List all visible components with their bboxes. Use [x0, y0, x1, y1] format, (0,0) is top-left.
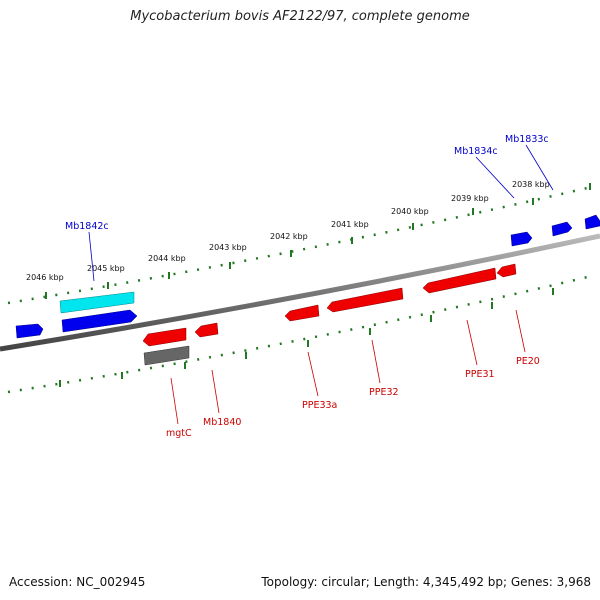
topology-label: Topology: circular; Length: 4,345,492 bp…: [261, 575, 591, 589]
tick-label: 2040 kbp: [391, 207, 429, 216]
tick-label: 2044 kbp: [148, 254, 186, 263]
tick-label: 2043 kbp: [209, 243, 247, 252]
gene-arrow[interactable]: [496, 263, 517, 278]
gene-arrow[interactable]: [422, 267, 497, 294]
gene-label[interactable]: Mb1834c: [454, 146, 498, 157]
gene-label[interactable]: Mb1840: [203, 417, 241, 428]
tick-label: 2042 kbp: [270, 232, 308, 241]
callout-lines-red: [170, 309, 526, 425]
genome-backbone: [0, 233, 600, 352]
gene-label[interactable]: PPE32: [369, 387, 399, 398]
callout-lines-blue: [88, 144, 554, 282]
gene-arrow[interactable]: [15, 323, 44, 339]
gene-arrow[interactable]: [194, 322, 219, 338]
forward-genes: [15, 214, 600, 339]
gene-arrow[interactable]: [510, 231, 533, 247]
forward-ruler: [7, 184, 597, 305]
tick-label: 2041 kbp: [331, 220, 369, 229]
gene-arrow[interactable]: [584, 214, 600, 230]
tick-label: 2039 kbp: [451, 194, 489, 203]
tick-label: 2038 kbp: [512, 180, 550, 189]
gene-arrow[interactable]: [61, 309, 138, 333]
gene-label[interactable]: Mb1833c: [505, 134, 549, 145]
gene-arrow[interactable]: [326, 287, 404, 313]
gene-label[interactable]: Mb1842c: [65, 221, 109, 232]
major-ticks-lower: [59, 288, 554, 387]
tick-label: 2046 kbp: [26, 273, 64, 282]
gene-arrow[interactable]: [142, 327, 187, 347]
gene-arrow-grey[interactable]: [143, 345, 190, 366]
major-ticks-upper: [45, 183, 591, 299]
gene-label[interactable]: PPE31: [465, 369, 495, 380]
gene-arrow[interactable]: [284, 304, 320, 322]
gene-arrow-cyan[interactable]: [59, 291, 135, 314]
gene-label[interactable]: PPE33a: [302, 400, 337, 411]
gene-label[interactable]: mgtC: [166, 428, 192, 439]
reverse-genes: [142, 263, 517, 366]
map-title: Mycobacterium bovis AF2122/97, complete …: [130, 9, 470, 24]
gene-label[interactable]: PE20: [516, 356, 540, 367]
accession-label: Accession: NC_002945: [9, 575, 146, 589]
tick-label: 2045 kbp: [87, 264, 125, 273]
gene-arrow[interactable]: [551, 221, 573, 237]
